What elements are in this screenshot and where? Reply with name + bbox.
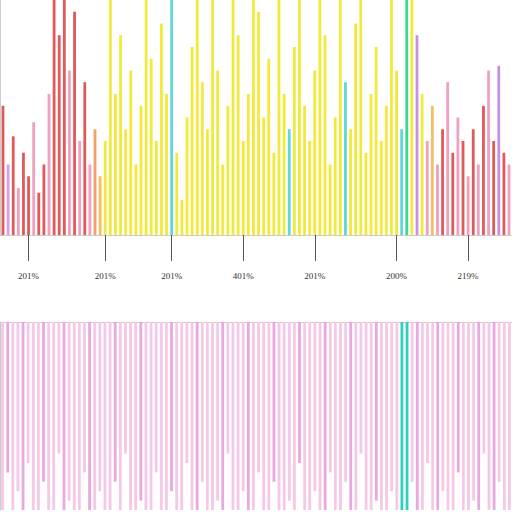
svg-text:219%: 219% [458,271,480,281]
svg-text:401%: 401% [233,271,255,281]
svg-text:200%: 200% [386,271,408,281]
svg-text:201%: 201% [95,271,117,281]
svg-text:201%: 201% [304,271,326,281]
svg-text:201%: 201% [18,271,39,281]
svg-text:201%: 201% [161,271,183,281]
